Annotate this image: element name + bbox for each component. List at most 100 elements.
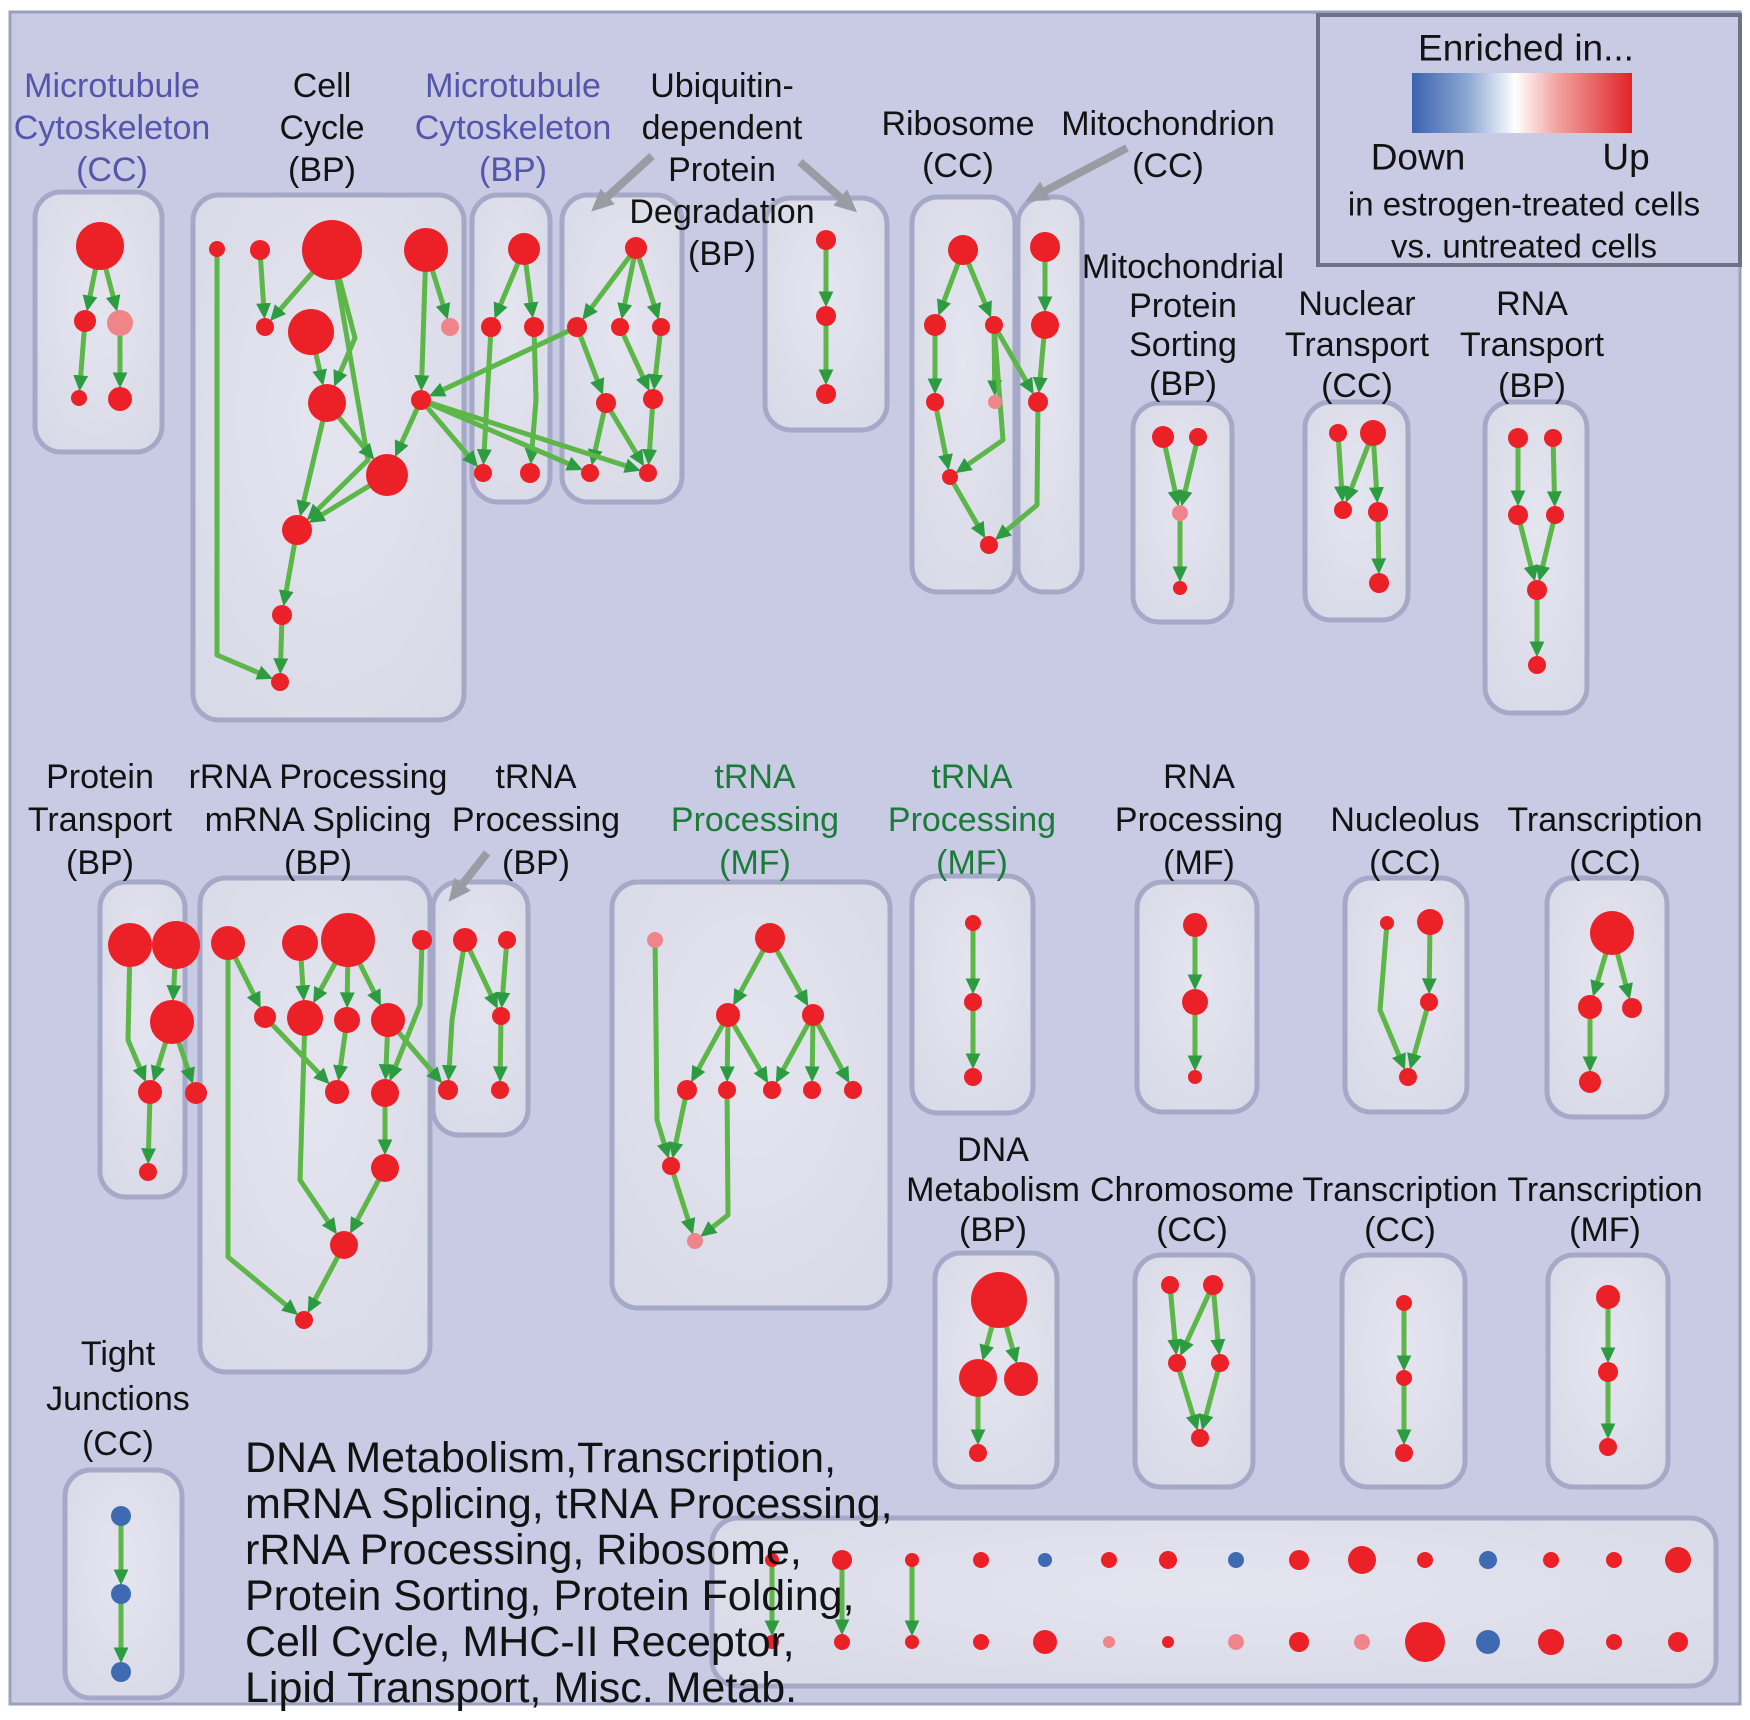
go-term-node-r7 bbox=[334, 1007, 360, 1033]
go-term-node-bt14 bbox=[1606, 1552, 1622, 1568]
cluster-label-nuclear-transport-cc-line3: (CC) bbox=[1321, 367, 1393, 405]
go-term-node-a4 bbox=[71, 390, 87, 406]
go-term-node-bt9 bbox=[1289, 1550, 1309, 1570]
cluster-label-dna-metabolism-bp-line2: Metabolism bbox=[906, 1171, 1080, 1209]
cluster-label-protein-transport-bp-line1: Protein bbox=[46, 758, 154, 796]
go-term-node-bb7 bbox=[1162, 1636, 1174, 1648]
go-term-node-r6 bbox=[287, 1000, 323, 1036]
go-term-node-mi1 bbox=[1030, 232, 1060, 262]
go-term-node-v1 bbox=[1396, 1295, 1412, 1311]
go-term-node-bb12 bbox=[1476, 1630, 1500, 1654]
go-term-node-s1 bbox=[1152, 426, 1174, 448]
go-term-node-j1 bbox=[111, 1506, 131, 1526]
go-term-node-r2 bbox=[282, 925, 318, 961]
relation-edge-u6-u8 bbox=[650, 407, 653, 451]
go-term-node-mi3 bbox=[1028, 392, 1048, 412]
go-term-node-ri1 bbox=[948, 235, 978, 265]
go-term-node-f6 bbox=[718, 1081, 736, 1099]
go-term-node-r11 bbox=[371, 1154, 399, 1182]
go-term-node-d1 bbox=[971, 1272, 1027, 1328]
go-term-node-g3 bbox=[964, 1068, 982, 1086]
go-term-node-u7 bbox=[581, 464, 599, 482]
cluster-label-chromosome-cc-line2: (CC) bbox=[1156, 1211, 1228, 1249]
go-term-node-a5 bbox=[108, 387, 132, 411]
relation-edge-t3-t5 bbox=[500, 1023, 501, 1068]
go-term-node-ri2 bbox=[924, 314, 946, 336]
go-term-node-c7 bbox=[441, 318, 459, 336]
relation-edge-rt2-rt4 bbox=[1553, 445, 1554, 493]
go-term-node-p2 bbox=[152, 921, 200, 969]
go-term-node-t3 bbox=[492, 1007, 510, 1025]
relation-edge-c13-c14 bbox=[281, 623, 282, 660]
go-term-node-q4 bbox=[1579, 1071, 1601, 1093]
go-term-node-c9 bbox=[411, 390, 431, 410]
cluster-label-dna-metabolism-bp-line3: (BP) bbox=[959, 1211, 1027, 1249]
cluster-label-mitochondrial-protein-sorting-bp-line2: Protein bbox=[1129, 287, 1237, 325]
cluster-label-cell-cycle-bp-line3: (BP) bbox=[288, 151, 356, 189]
go-term-node-c8 bbox=[308, 384, 346, 422]
go-term-node-s3 bbox=[1172, 505, 1188, 521]
go-term-node-f10 bbox=[662, 1157, 680, 1175]
go-term-node-r5 bbox=[254, 1006, 276, 1028]
go-term-node-f8 bbox=[803, 1081, 821, 1099]
cluster-label-transcription-mf-line1: Transcription bbox=[1507, 1171, 1702, 1209]
summary-note-line6: Lipid Transport, Misc. Metab. bbox=[245, 1664, 797, 1712]
go-term-node-u4 bbox=[652, 318, 670, 336]
cluster-label-ubiquitin-degradation-bp-line5: (BP) bbox=[688, 235, 756, 273]
go-term-node-z3 bbox=[816, 384, 836, 404]
go-term-node-bt5 bbox=[1038, 1553, 1052, 1567]
cluster-label-microtubule-cytoskeleton-cc-line2: Cytoskeleton bbox=[14, 109, 211, 147]
go-term-node-c5 bbox=[256, 318, 274, 336]
go-term-node-u8 bbox=[639, 464, 657, 482]
go-term-node-bb11 bbox=[1405, 1622, 1445, 1662]
legend-subtitle-line1: in estrogen-treated cells bbox=[1348, 186, 1700, 223]
go-term-node-bt10 bbox=[1348, 1546, 1376, 1574]
go-term-node-rt4 bbox=[1546, 506, 1564, 524]
cluster-label-protein-transport-bp-line2: Transport bbox=[28, 801, 173, 839]
go-term-node-u2 bbox=[567, 317, 587, 337]
cluster-label-rrna-processing-mrna-splicing-bp-line2: mRNA Splicing bbox=[205, 801, 432, 839]
go-term-node-v3 bbox=[1395, 1444, 1413, 1462]
go-term-node-a3 bbox=[107, 310, 133, 336]
go-term-node-j3 bbox=[111, 1662, 131, 1682]
go-term-node-bb8 bbox=[1228, 1634, 1244, 1650]
go-term-node-rt2 bbox=[1544, 429, 1562, 447]
go-term-node-t1 bbox=[453, 928, 477, 952]
cluster-label-rrna-processing-mrna-splicing-bp-line1: rRNA Processing bbox=[189, 758, 448, 796]
go-term-node-bt4 bbox=[973, 1552, 989, 1568]
go-term-node-m1 bbox=[508, 233, 540, 265]
go-term-node-bt15 bbox=[1665, 1547, 1691, 1573]
go-term-node-k1 bbox=[1161, 1276, 1179, 1294]
go-term-node-bt13 bbox=[1543, 1552, 1559, 1568]
go-term-node-p6 bbox=[139, 1163, 157, 1181]
go-term-node-n2 bbox=[1417, 909, 1443, 935]
legend-up-label: Up bbox=[1602, 137, 1649, 178]
cluster-label-ribosome-cc-line1: Ribosome bbox=[881, 105, 1034, 143]
cluster-label-dna-metabolism-bp-line1: DNA bbox=[957, 1131, 1029, 1169]
go-term-node-c6 bbox=[288, 309, 334, 355]
go-term-node-u3 bbox=[611, 318, 629, 336]
summary-note-line2: mRNA Splicing, tRNA Processing, bbox=[245, 1480, 893, 1528]
cluster-label-ubiquitin-degradation-bp-line1: Ubiquitin- bbox=[650, 67, 794, 105]
summary-note-line4: Protein Sorting, Protein Folding, bbox=[245, 1572, 855, 1620]
go-term-node-p3 bbox=[150, 1000, 194, 1044]
relation-edge-r2-r6 bbox=[301, 959, 303, 987]
cluster-label-trna-processing-bp-line1: tRNA bbox=[495, 758, 577, 796]
go-term-node-bt6 bbox=[1101, 1552, 1117, 1568]
cluster-label-nuclear-transport-cc-line2: Transport bbox=[1285, 326, 1430, 364]
cluster-label-cell-cycle-bp-line1: Cell bbox=[293, 67, 352, 105]
cluster-label-rna-transport-bp-line3: (BP) bbox=[1498, 367, 1566, 405]
cluster-label-ubiquitin-degradation-bp-line4: Degradation bbox=[629, 193, 814, 231]
go-term-node-bb3 bbox=[905, 1635, 919, 1649]
cluster-label-ribosome-cc-line2: (CC) bbox=[922, 147, 994, 185]
go-term-node-m4 bbox=[474, 464, 492, 482]
go-term-node-bb14 bbox=[1606, 1634, 1622, 1650]
go-term-node-bt12 bbox=[1479, 1551, 1497, 1569]
go-term-node-m2 bbox=[481, 317, 501, 337]
relation-edge-f4-f8 bbox=[812, 1024, 813, 1068]
go-term-node-n4 bbox=[1399, 1068, 1417, 1086]
relation-edge-f3-f6 bbox=[727, 1025, 728, 1068]
go-term-node-rt1 bbox=[1508, 428, 1528, 448]
go-term-node-ri4 bbox=[926, 393, 944, 411]
go-term-node-r13 bbox=[295, 1311, 313, 1329]
